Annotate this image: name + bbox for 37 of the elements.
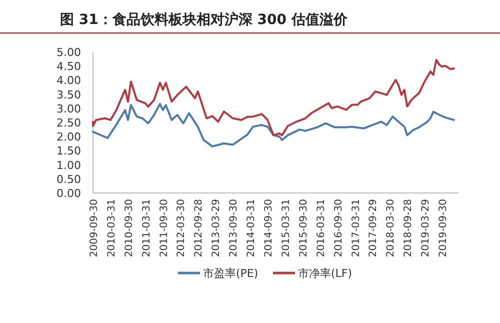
- x-tick-label: 2016-03-31: [316, 199, 327, 258]
- legend-label: 市净率(LF): [298, 267, 352, 280]
- x-tick-label: 2017-03-31: [350, 199, 362, 258]
- x-tick-label: 2018-09-28: [402, 199, 414, 258]
- y-tick-label: 2.50: [56, 116, 81, 130]
- x-tick-label: 2011-09-30: [158, 199, 170, 258]
- x-tick-label: 2014-03-31: [246, 199, 258, 258]
- y-tick-label: 1.50: [56, 144, 81, 158]
- y-tick-label: 4.00: [56, 74, 81, 88]
- x-tick-label: 2013-09-30: [228, 199, 240, 258]
- x-tick-label: 2015-09-30: [298, 199, 310, 258]
- x-tick-label: 2017-09-29: [368, 199, 380, 258]
- x-tick-label: 2011-03-31: [141, 199, 152, 258]
- y-tick-label: 0.50: [56, 172, 81, 186]
- x-tick-label: 2018-03-30: [386, 199, 397, 258]
- x-tick-label: 2016-09-30: [333, 199, 344, 258]
- line-series: [92, 58, 455, 136]
- x-tick-label: 2019-09-30: [438, 199, 450, 258]
- x-tick-label: 2009-09-30: [89, 199, 100, 258]
- x-tick-label: 2019-03-29: [420, 199, 432, 258]
- y-tick-label: 3.50: [56, 88, 81, 102]
- y-tick-label: 5.00: [56, 46, 81, 59]
- x-tick-label: 2013-03-29: [210, 199, 222, 258]
- y-tick-label: 1.00: [56, 158, 81, 172]
- x-tick-label: 2010-03-31: [106, 199, 118, 258]
- y-tick-label: 4.50: [56, 60, 81, 74]
- x-tick-label: 2015-03-31: [280, 199, 292, 258]
- chart-title: 图 31：食品饮料板块相对沪深 300 估值溢价: [60, 11, 348, 28]
- y-tick-label: 0.00: [56, 187, 81, 200]
- legend-label: 市盈率(PE): [203, 267, 258, 280]
- x-tick-label: 2014-09-30: [264, 199, 275, 258]
- x-tick-label: 2010-09-30: [124, 199, 135, 258]
- y-tick-label: 3.00: [56, 102, 81, 116]
- x-tick-label: 2012-03-30: [176, 199, 188, 258]
- y-tick-label: 2.00: [56, 130, 81, 144]
- line-series: [92, 102, 455, 148]
- x-tick-label: 2012-09-28: [194, 199, 205, 258]
